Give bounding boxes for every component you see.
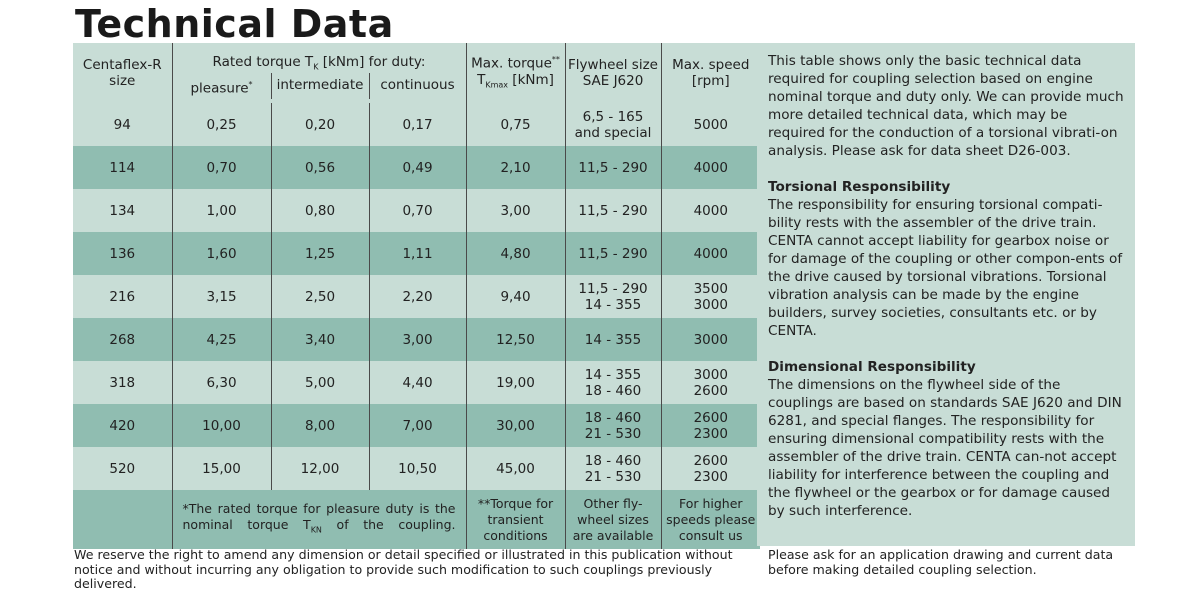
- table-row: 134 1,00 0,80 0,70 3,00 11,5 - 290 4000: [73, 189, 760, 232]
- disclaimer: We reserve the right to amend any dimens…: [74, 547, 733, 591]
- cell-intermediate: 2,50: [271, 275, 370, 318]
- cell-flywheel: 18 - 460 21 - 530: [565, 447, 662, 490]
- cell-continuous: 4,40: [369, 361, 467, 404]
- cell-pleasure: 6,30: [172, 361, 272, 404]
- cell-intermediate: 3,40: [271, 318, 370, 361]
- cell-pleasure: 10,00: [172, 404, 272, 447]
- table-row: 318 6,30 5,00 4,40 19,00 14 - 355 18 - 460 3000…: [73, 361, 760, 404]
- cell-continuous: 0,70: [369, 189, 467, 232]
- table-row: 114 0,70 0,56 0,49 2,10 11,5 - 290 4000: [73, 146, 760, 189]
- cell-intermediate: 0,20: [271, 103, 370, 146]
- cell-flywheel: 11,5 - 290: [565, 232, 662, 275]
- cell-max-torque: 4,80: [466, 232, 566, 275]
- cell-size: 268: [73, 318, 173, 361]
- cell-size: 420: [73, 404, 173, 447]
- cell-pleasure: 0,70: [172, 146, 272, 189]
- cell-size: 216: [73, 275, 173, 318]
- cell-continuous: 1,11: [369, 232, 467, 275]
- cell-max-torque: 30,00: [466, 404, 566, 447]
- cell-speed: 5000: [661, 103, 760, 146]
- cell-flywheel: 11,5 - 290 14 - 355: [565, 275, 662, 318]
- cell-speed: 4000: [661, 189, 760, 232]
- header-flywheel: Flywheel size SAE J620: [565, 43, 662, 103]
- header-speed: Max. speed [rpm]: [661, 43, 760, 103]
- torsional-heading: Torsional Responsibility: [768, 179, 951, 195]
- footnote-flywheel: Other fly-wheel sizes are available: [565, 490, 662, 549]
- cell-pleasure: 3,15: [172, 275, 272, 318]
- cell-continuous: 0,17: [369, 103, 467, 146]
- cell-continuous: 0,49: [369, 146, 467, 189]
- cell-intermediate: 8,00: [271, 404, 370, 447]
- cell-flywheel: 11,5 - 290: [565, 189, 662, 232]
- cell-continuous: 7,00: [369, 404, 467, 447]
- table-row: 520 15,00 12,00 10,50 45,00 18 - 460 21 - 530 2…: [73, 447, 760, 490]
- table-row: 94 0,25 0,20 0,17 0,75 6,5 - 165 and special 50…: [73, 103, 760, 146]
- footnote-torque: **Torque for transient conditions: [466, 490, 566, 549]
- cell-size: 318: [73, 361, 173, 404]
- technical-data-table: Centaflex-R size Rated torque TK [kNm] fo…: [73, 43, 760, 549]
- cell-max-torque: 9,40: [466, 275, 566, 318]
- cell-intermediate: 1,25: [271, 232, 370, 275]
- footnote-pleasure: *The rated torque for pleasure duty is t…: [172, 490, 467, 549]
- cell-flywheel: 11,5 - 290: [565, 146, 662, 189]
- cell-speed: 3000: [661, 318, 760, 361]
- cell-size: 134: [73, 189, 173, 232]
- table-row: 136 1,60 1,25 1,11 4,80 11,5 - 290 4000: [73, 232, 760, 275]
- side-panel: This table shows only the basic technica…: [757, 43, 1135, 546]
- cell-max-torque: 3,00: [466, 189, 566, 232]
- cell-size: 114: [73, 146, 173, 189]
- cell-max-torque: 0,75: [466, 103, 566, 146]
- cell-intermediate: 5,00: [271, 361, 370, 404]
- cell-size: 94: [73, 103, 173, 146]
- table-row: 268 4,25 3,40 3,00 12,50 14 - 355 3000: [73, 318, 760, 361]
- cell-size: 520: [73, 447, 173, 490]
- torsional-text: The responsibility for ensuring torsiona…: [768, 197, 1123, 339]
- cell-intermediate: 0,56: [271, 146, 370, 189]
- cell-continuous: 2,20: [369, 275, 467, 318]
- cell-max-torque: 19,00: [466, 361, 566, 404]
- table-footnotes: *The rated torque for pleasure duty is t…: [73, 490, 760, 549]
- table-row: 420 10,00 8,00 7,00 30,00 18 - 460 21 - 530 260…: [73, 404, 760, 447]
- header-max-torque: Max. torque** TKmax [kNm]: [466, 43, 566, 103]
- intro-text: This table shows only the basic technica…: [768, 53, 1124, 159]
- cell-flywheel: 14 - 355 18 - 460: [565, 361, 662, 404]
- cell-pleasure: 0,25: [172, 103, 272, 146]
- page-title: Technical Data: [75, 2, 394, 46]
- dimensional-text: The dimensions on the flywheel side of t…: [768, 377, 1122, 519]
- cell-speed: 2600 2300: [661, 404, 760, 447]
- cell-speed: 4000: [661, 232, 760, 275]
- cell-flywheel: 18 - 460 21 - 530: [565, 404, 662, 447]
- table-row: 216 3,15 2,50 2,20 9,40 11,5 - 290 14 - 355 350…: [73, 275, 760, 318]
- footnote-speed: For higher speeds please consult us: [661, 490, 760, 549]
- header-rated-torque: Rated torque TK [kNm] for duty: pleasure…: [172, 43, 467, 103]
- cell-intermediate: 12,00: [271, 447, 370, 490]
- cell-pleasure: 4,25: [172, 318, 272, 361]
- cell-max-torque: 2,10: [466, 146, 566, 189]
- dimensional-heading: Dimensional Responsibility: [768, 359, 976, 375]
- cell-max-torque: 12,50: [466, 318, 566, 361]
- cell-flywheel: 14 - 355: [565, 318, 662, 361]
- header-size: Centaflex-R size: [73, 43, 173, 103]
- cell-continuous: 3,00: [369, 318, 467, 361]
- cell-pleasure: 15,00: [172, 447, 272, 490]
- cell-pleasure: 1,00: [172, 189, 272, 232]
- cell-size: 136: [73, 232, 173, 275]
- cell-intermediate: 0,80: [271, 189, 370, 232]
- cell-continuous: 10,50: [369, 447, 467, 490]
- cell-speed: 3500 3000: [661, 275, 760, 318]
- cell-speed: 2600 2300: [661, 447, 760, 490]
- table-header: Centaflex-R size Rated torque TK [kNm] fo…: [73, 43, 760, 103]
- cell-speed: 4000: [661, 146, 760, 189]
- cell-max-torque: 45,00: [466, 447, 566, 490]
- cell-speed: 3000 2600: [661, 361, 760, 404]
- cell-flywheel: 6,5 - 165 and special: [565, 103, 662, 146]
- cell-pleasure: 1,60: [172, 232, 272, 275]
- application-note: Please ask for an application drawing an…: [768, 547, 1114, 577]
